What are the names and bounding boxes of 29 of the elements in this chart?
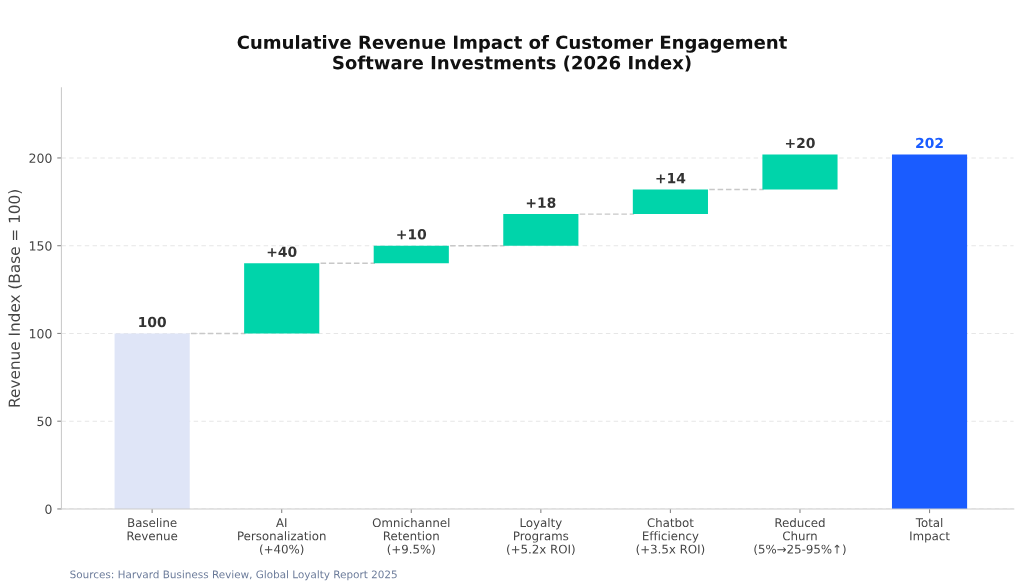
y-tick-label: 150 (29, 241, 52, 251)
data-label: +20 (785, 137, 815, 149)
x-tick-label: AI Personalization (+40%) (238, 518, 326, 555)
bar (373, 245, 449, 264)
data-label: 202 (916, 137, 943, 149)
bar (762, 154, 838, 190)
y-tick-label: 100 (29, 328, 52, 339)
x-tick-label: Chatbot Efficiency (+3.5x ROI) (636, 517, 705, 555)
x-tick-label: Omnichannel Retention (+9.5%) (372, 517, 450, 555)
x-tick-label: Loyalty Programs (+5.2x ROI) (507, 517, 575, 555)
x-tick-label: Reduced Churn (5%→25-95%↑) (754, 517, 846, 555)
chart-title: Cumulative Revenue Impact of Customer Engagement Software Investments (2026 Index) (237, 35, 787, 72)
data-label: +10 (397, 228, 427, 240)
y-tick-label: 50 (37, 416, 52, 427)
bar (244, 263, 320, 334)
data-label: 100 (139, 316, 166, 328)
data-label: +40 (267, 246, 297, 258)
bar (632, 189, 708, 215)
bar (114, 333, 190, 509)
y-tick-label: 200 (29, 153, 52, 163)
bar (891, 154, 968, 509)
data-label: +18 (526, 197, 556, 208)
source-note: Sources: Harvard Business Review, Global Loyalty Report 2025 (70, 570, 397, 581)
x-tick-label: Baseline Revenue (127, 517, 178, 541)
x-tick-label: Total Impact (910, 517, 950, 543)
y-tick-label: 0 (45, 504, 52, 514)
bar (503, 214, 579, 246)
y-axis-title: Revenue Index (Base = 100) (8, 190, 22, 407)
data-label: +14 (656, 173, 686, 184)
